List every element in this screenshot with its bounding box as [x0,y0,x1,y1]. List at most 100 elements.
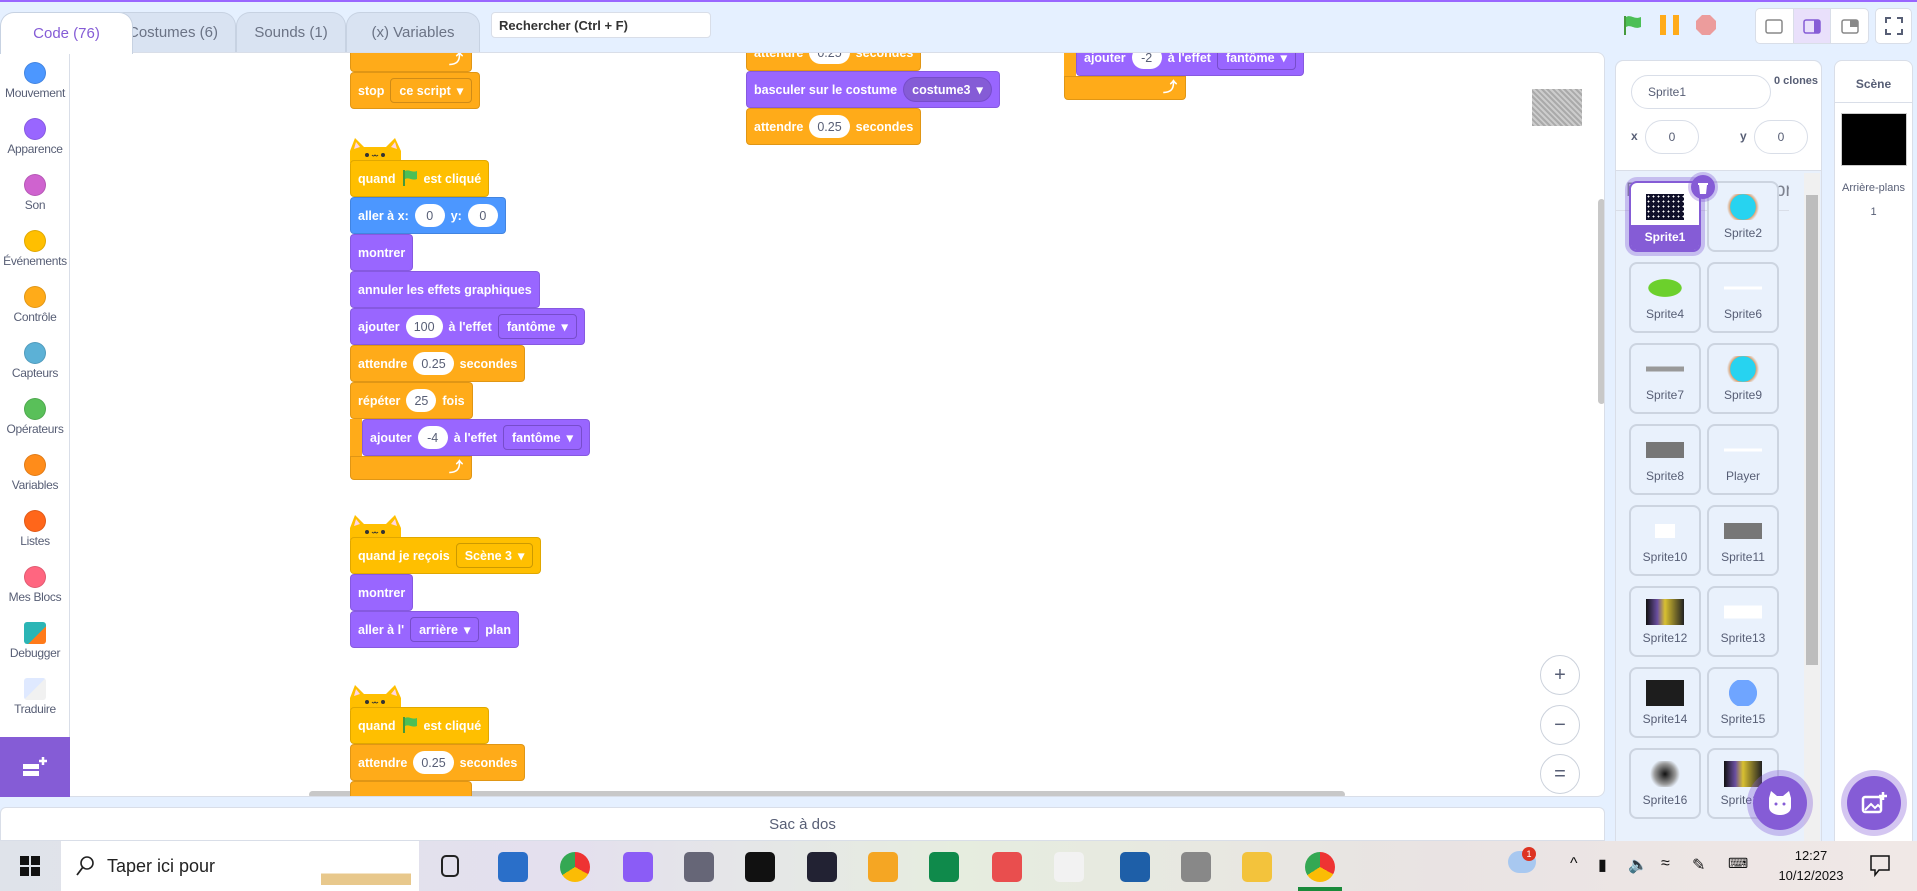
horizontal-scrollbar[interactable] [309,791,1345,796]
add-backdrop-button[interactable] [1847,776,1901,830]
clipchamp-icon[interactable] [623,852,653,882]
notifications-icon[interactable] [1870,855,1890,877]
fullscreen-button[interactable] [1875,8,1912,44]
calculator-icon[interactable] [684,852,714,882]
category-listes[interactable]: Listes [0,504,70,560]
tab-code[interactable]: Code (76) [0,12,133,54]
block-number-input[interactable]: 0.25 [413,751,454,774]
task-view-icon[interactable] [441,855,459,877]
delete-sprite-button[interactable] [1691,175,1715,199]
sprite-card[interactable]: Sprite14 [1629,667,1701,738]
code-block-motion[interactable]: aller à x: 0 y: 0 [350,197,506,234]
app-green-icon[interactable] [929,852,959,882]
c-block-end-arrow[interactable]: ⤴ [350,456,472,480]
wifi-icon[interactable]: ≈ [1661,855,1670,872]
tab-sounds[interactable]: Sounds (1) [236,12,346,52]
snipping-icon[interactable] [1054,852,1084,882]
block-dropdown[interactable]: Scène 3 ▾ [455,543,534,568]
scrollbar-thumb[interactable] [1806,195,1818,665]
chrome-icon[interactable] [560,852,590,882]
sprite-card[interactable]: Sprite7 [1629,343,1701,414]
code-block-looks[interactable]: basculer sur le costume costume3 ▾ [746,71,1000,108]
block-dropdown[interactable]: fantôme ▾ [502,425,582,450]
block-number-input[interactable]: 0 [467,204,498,227]
c-block-end-arrow[interactable]: ⤴ [1064,76,1186,100]
sprite-card[interactable]: Sprite11 [1707,505,1779,576]
code-block-events[interactable]: quand je reçois Scène 3 ▾ [350,537,542,574]
normal-stage-button[interactable] [1793,9,1832,43]
block-dropdown[interactable]: arrière ▾ [410,617,480,642]
file-explorer-icon[interactable] [1242,852,1272,882]
stop-icon[interactable] [1695,14,1717,36]
code-block-control[interactable]: attendre 0.25 secondes [746,108,922,145]
code-workspace[interactable]: + − = ⤴ stop ce script ▾ quand est cliqué alle… [70,52,1605,797]
code-block-looks[interactable]: annuler les effets graphiques [350,271,540,308]
block-number-input[interactable]: 0.25 [413,352,454,375]
code-block-looks[interactable]: ajouter -2 à l'effet fantôme ▾ [1076,53,1304,76]
sprite-card[interactable]: Player [1707,424,1779,495]
zoom-reset-button[interactable]: = [1540,754,1580,794]
battery-icon[interactable]: ▮ [1598,857,1607,874]
category-traduire[interactable]: Traduire [0,672,70,728]
sprite-card[interactable]: Sprite15 [1707,667,1779,738]
code-block-control[interactable]: attendre 0.25 secondes [350,345,526,382]
zoom-in-button[interactable]: + [1540,655,1580,695]
mouse-icon[interactable] [1181,852,1211,882]
sprite-list-scrollbar[interactable] [1804,173,1820,853]
add-extension-button[interactable] [0,737,70,797]
block-number-input[interactable]: 25 [406,389,437,412]
code-block-control-partial[interactable] [350,781,472,796]
sprite-card[interactable]: Sprite8 [1629,424,1701,495]
y-field[interactable]: 0 [1754,120,1808,154]
category-capteurs[interactable]: Capteurs [0,336,70,392]
code-search-input[interactable]: Rechercher (Ctrl + F) [491,12,711,38]
sprite-card[interactable]: Sprite9 [1707,343,1779,414]
category-apparence[interactable]: Apparence [0,112,70,168]
taskbar-search[interactable]: Taper ici pour [61,841,419,891]
code-block-looks[interactable]: montrer [350,574,414,611]
sprite-card[interactable]: Sprite13 [1707,586,1779,657]
category-operateurs[interactable]: Opérateurs [0,392,70,448]
block-dropdown[interactable]: ce script ▾ [390,78,473,103]
chrome-profile-icon[interactable] [1305,852,1335,882]
x-field[interactable]: 0 [1645,120,1699,154]
zoom-out-button[interactable]: − [1540,705,1580,745]
pen-icon[interactable]: ✎ [1692,857,1706,874]
category-mouvement[interactable]: Mouvement [0,56,70,112]
app-black-icon[interactable] [745,852,775,882]
code-block-looks[interactable]: ajouter -4 à l'effet fantôme ▾ [362,419,590,456]
code-block-events[interactable]: quand est cliqué [350,707,490,744]
sprite-name-field[interactable]: Sprite1 [1631,75,1771,109]
code-block-looks[interactable]: aller à l' arrière ▾ plan [350,611,519,648]
sprite-card[interactable]: Sprite12 [1629,586,1701,657]
sprite-card[interactable]: Sprite10 [1629,505,1701,576]
code-block-events[interactable]: quand est cliqué [350,160,490,197]
category-son[interactable]: Son [0,168,70,224]
app-blue-icon[interactable] [498,852,528,882]
app-record-icon[interactable] [807,852,837,882]
green-flag-icon[interactable] [1622,14,1644,36]
block-dropdown[interactable]: fantôme ▾ [1216,53,1296,70]
block-number-input[interactable]: 100 [405,315,443,338]
sprite-card[interactable]: Sprite4 [1629,262,1701,333]
small-stage-button[interactable] [1756,9,1794,43]
category-evenements[interactable]: Événements [0,224,70,280]
code-block-control[interactable]: stop ce script ▾ [350,72,481,109]
block-dropdown[interactable]: fantôme ▾ [497,314,577,339]
block-number-input[interactable]: -2 [1131,53,1162,69]
app-blue-cube-icon[interactable] [1120,852,1150,882]
category-controle[interactable]: Contrôle [0,280,70,336]
app-red-icon[interactable] [992,852,1022,882]
category-mesblocs[interactable]: Mes Blocs [0,560,70,616]
block-number-input[interactable]: -4 [417,426,448,449]
block-dropdown[interactable]: costume3 ▾ [903,77,992,102]
block-number-input[interactable]: 0.25 [809,115,850,138]
backpack[interactable]: Sac à dos [0,807,1605,841]
code-block-control[interactable]: répéter 25 fois [350,382,473,419]
scratch-icon[interactable] [868,852,898,882]
stage-backdrop-thumbnail[interactable] [1840,113,1907,166]
code-block-control[interactable]: attendre 0.25 secondes [350,744,526,781]
pause-icon[interactable] [1659,14,1681,36]
block-number-input[interactable]: 0.25 [809,53,850,64]
sprite-card[interactable]: Sprite2 [1707,181,1779,252]
